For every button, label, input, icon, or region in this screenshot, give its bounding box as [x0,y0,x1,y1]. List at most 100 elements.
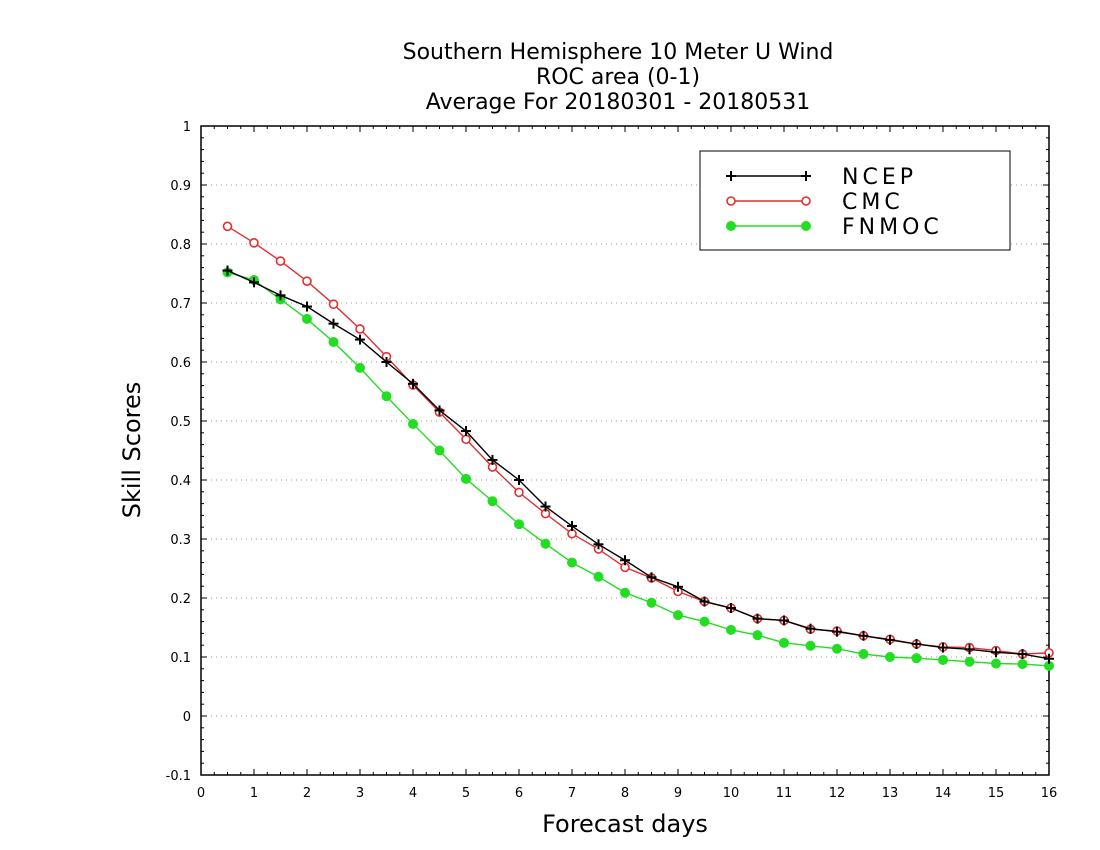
y-tick-label: 0.2 [170,592,191,607]
data-point-fnmoc [593,571,604,582]
y-axis: -0.1 0 0.1 0.2 0.3 0.4 0.5 0.6 0.7 0.8 0.9 1 [166,120,1049,784]
legend-marker-cmc [726,196,736,206]
legend-marker-ncep [726,171,736,181]
chart-title-line-2: ROC area (0-1) [536,65,700,90]
data-point-ncep [1044,653,1054,664]
legend-item-cmc: CMC [726,190,904,215]
data-point-cmc [249,238,259,248]
data-point-ncep [938,642,948,653]
data-point-ncep [408,378,418,389]
data-point-ncep [726,603,736,614]
y-tick-label: 1 [183,120,191,135]
legend-marker-cmc [801,196,811,206]
data-point-ncep [1017,649,1028,660]
x-tick-label: 3 [356,786,364,801]
data-point-fnmoc [1017,659,1028,670]
data-point-fnmoc [805,640,816,651]
data-point-ncep [567,521,577,532]
data-point-cmc [355,324,365,334]
data-point-ncep [381,357,392,367]
series-line-cmc [227,225,1050,655]
data-point-cmc [328,299,339,309]
data-point-fnmoc [911,653,922,664]
data-point-fnmoc [858,649,869,660]
data-point-fnmoc [434,445,445,456]
x-tick-label: 14 [935,786,952,801]
data-point-ncep [779,615,789,626]
y-axis-label: Skill Scores [118,382,146,519]
data-point-fnmoc [779,637,789,648]
x-tick-label: 11 [776,786,793,801]
y-tick-label: 0.4 [170,474,191,489]
data-point-ncep [593,539,604,550]
series-line-fnmoc [227,271,1050,667]
data-point-fnmoc [540,538,551,549]
data-point-ncep [858,630,869,641]
x-tick-label: 7 [568,786,576,801]
y-tick-label: 0.7 [170,297,191,312]
data-point-ncep [328,318,339,329]
data-point-fnmoc [567,557,577,568]
data-point-ncep [752,613,763,624]
data-point-fnmoc [328,336,339,347]
data-point-fnmoc [832,643,842,654]
legend-item-fnmoc: FNMOC [726,215,939,240]
x-tick-label: 16 [1041,786,1058,801]
data-point-ncep [275,290,286,301]
data-point-ncep [620,555,630,566]
x-tick-label: 10 [723,786,740,801]
data-point-ncep [991,647,1001,658]
data-point-ncep [885,634,895,645]
legend-marker-fnmoc [726,221,736,231]
chart-title-line-3: Average For 20180301 - 20180531 [426,90,811,115]
data-point-fnmoc [461,473,471,484]
data-point-ncep [964,644,975,655]
y-tick-label: 0.3 [170,533,191,548]
legend-marker-ncep [801,171,811,181]
y-tick-label: 0.8 [170,238,191,253]
data-point-fnmoc [938,654,948,665]
legend-label-cmc: CMC [842,190,904,215]
data-point-ncep [673,581,683,592]
legend-marker-fnmoc [801,221,811,231]
data-point-fnmoc [381,391,392,402]
data-point-ncep [699,596,710,607]
data-point-ncep [461,426,471,437]
x-tick-label: 13 [882,786,899,801]
data-point-ncep [249,277,259,288]
data-point-ncep [805,623,816,634]
series-ncep [222,265,1054,664]
data-point-cmc [514,487,524,498]
data-point-cmc [302,276,312,286]
x-axis-label: Forecast days [542,810,708,838]
x-tick-label: 1 [250,786,258,801]
data-point-cmc [275,256,286,266]
data-point-ncep [222,265,233,276]
data-point-ncep [646,572,657,583]
legend-item-ncep: NCEP [726,165,917,190]
gridlines [201,184,1049,717]
data-point-ncep [514,475,524,485]
data-point-fnmoc [752,630,763,641]
x-tick-label: 6 [515,786,523,801]
x-tick-label: 12 [829,786,846,801]
data-point-fnmoc [991,658,1001,669]
data-point-fnmoc [514,519,524,530]
x-tick-label: 8 [621,786,629,801]
y-tick-label: 0.5 [170,415,191,430]
series-layer [222,221,1054,671]
data-point-cmc [461,434,471,445]
data-point-ncep [487,454,498,465]
data-point-fnmoc [885,652,895,662]
data-point-fnmoc [620,587,630,598]
x-tick-label: 9 [674,786,682,801]
data-point-ncep [302,301,312,312]
y-tick-label: 0 [183,710,191,725]
data-point-fnmoc [302,313,312,324]
data-point-ncep [355,334,365,345]
data-point-ncep [540,501,551,512]
legend-label-ncep: NCEP [842,165,917,190]
x-axis: 0 1 2 3 4 5 6 7 8 9 10 11 12 13 14 15 16 [197,126,1057,801]
x-tick-label: 2 [303,786,311,801]
